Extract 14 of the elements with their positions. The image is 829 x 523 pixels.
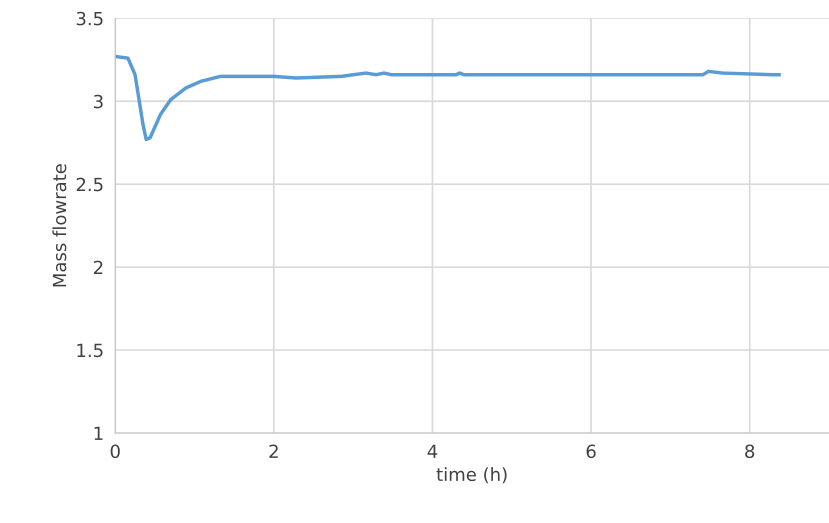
y-tick-label: 3 bbox=[94, 94, 103, 108]
y-tick-label: 1.5 bbox=[77, 344, 103, 358]
x-tick-label: 0 bbox=[110, 444, 120, 458]
x-tick-label: 2 bbox=[269, 444, 278, 458]
x-tick-label: 8 bbox=[745, 444, 754, 458]
x-tick-label: 4 bbox=[428, 444, 438, 458]
x-tick-label: 6 bbox=[586, 444, 596, 458]
y-tick-label: 2 bbox=[94, 260, 102, 274]
y-tick-label: 2.5 bbox=[76, 178, 103, 192]
x-axis-title: time (h) bbox=[436, 467, 507, 484]
y-tick-label: 1 bbox=[94, 426, 102, 440]
y-tick-label: 3.5 bbox=[76, 12, 103, 26]
line-series bbox=[115, 54, 781, 142]
y-axis-title: Mass flowrate bbox=[52, 164, 66, 286]
